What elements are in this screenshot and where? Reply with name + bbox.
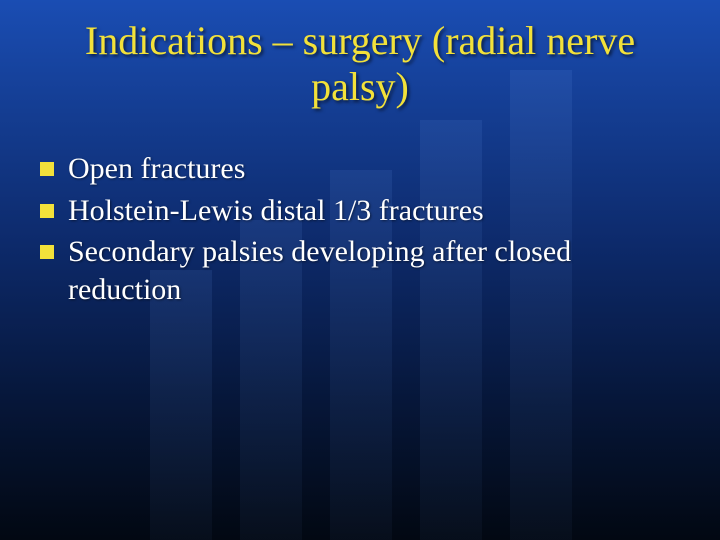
list-item: Holstein-Lewis distal 1/3 fractures bbox=[40, 192, 680, 230]
square-bullet-icon bbox=[40, 162, 54, 176]
slide: Indications – surgery (radial nerve pals… bbox=[0, 0, 720, 540]
square-bullet-icon bbox=[40, 245, 54, 259]
list-item: Open fractures bbox=[40, 150, 680, 188]
list-item: Secondary palsies developing after close… bbox=[40, 233, 680, 308]
list-item-text: Secondary palsies developing after close… bbox=[68, 233, 680, 308]
slide-body: Open fractures Holstein-Lewis distal 1/3… bbox=[40, 150, 680, 312]
slide-title: Indications – surgery (radial nerve pals… bbox=[0, 18, 720, 110]
square-bullet-icon bbox=[40, 204, 54, 218]
list-item-text: Holstein-Lewis distal 1/3 fractures bbox=[68, 192, 680, 230]
list-item-text: Open fractures bbox=[68, 150, 680, 188]
